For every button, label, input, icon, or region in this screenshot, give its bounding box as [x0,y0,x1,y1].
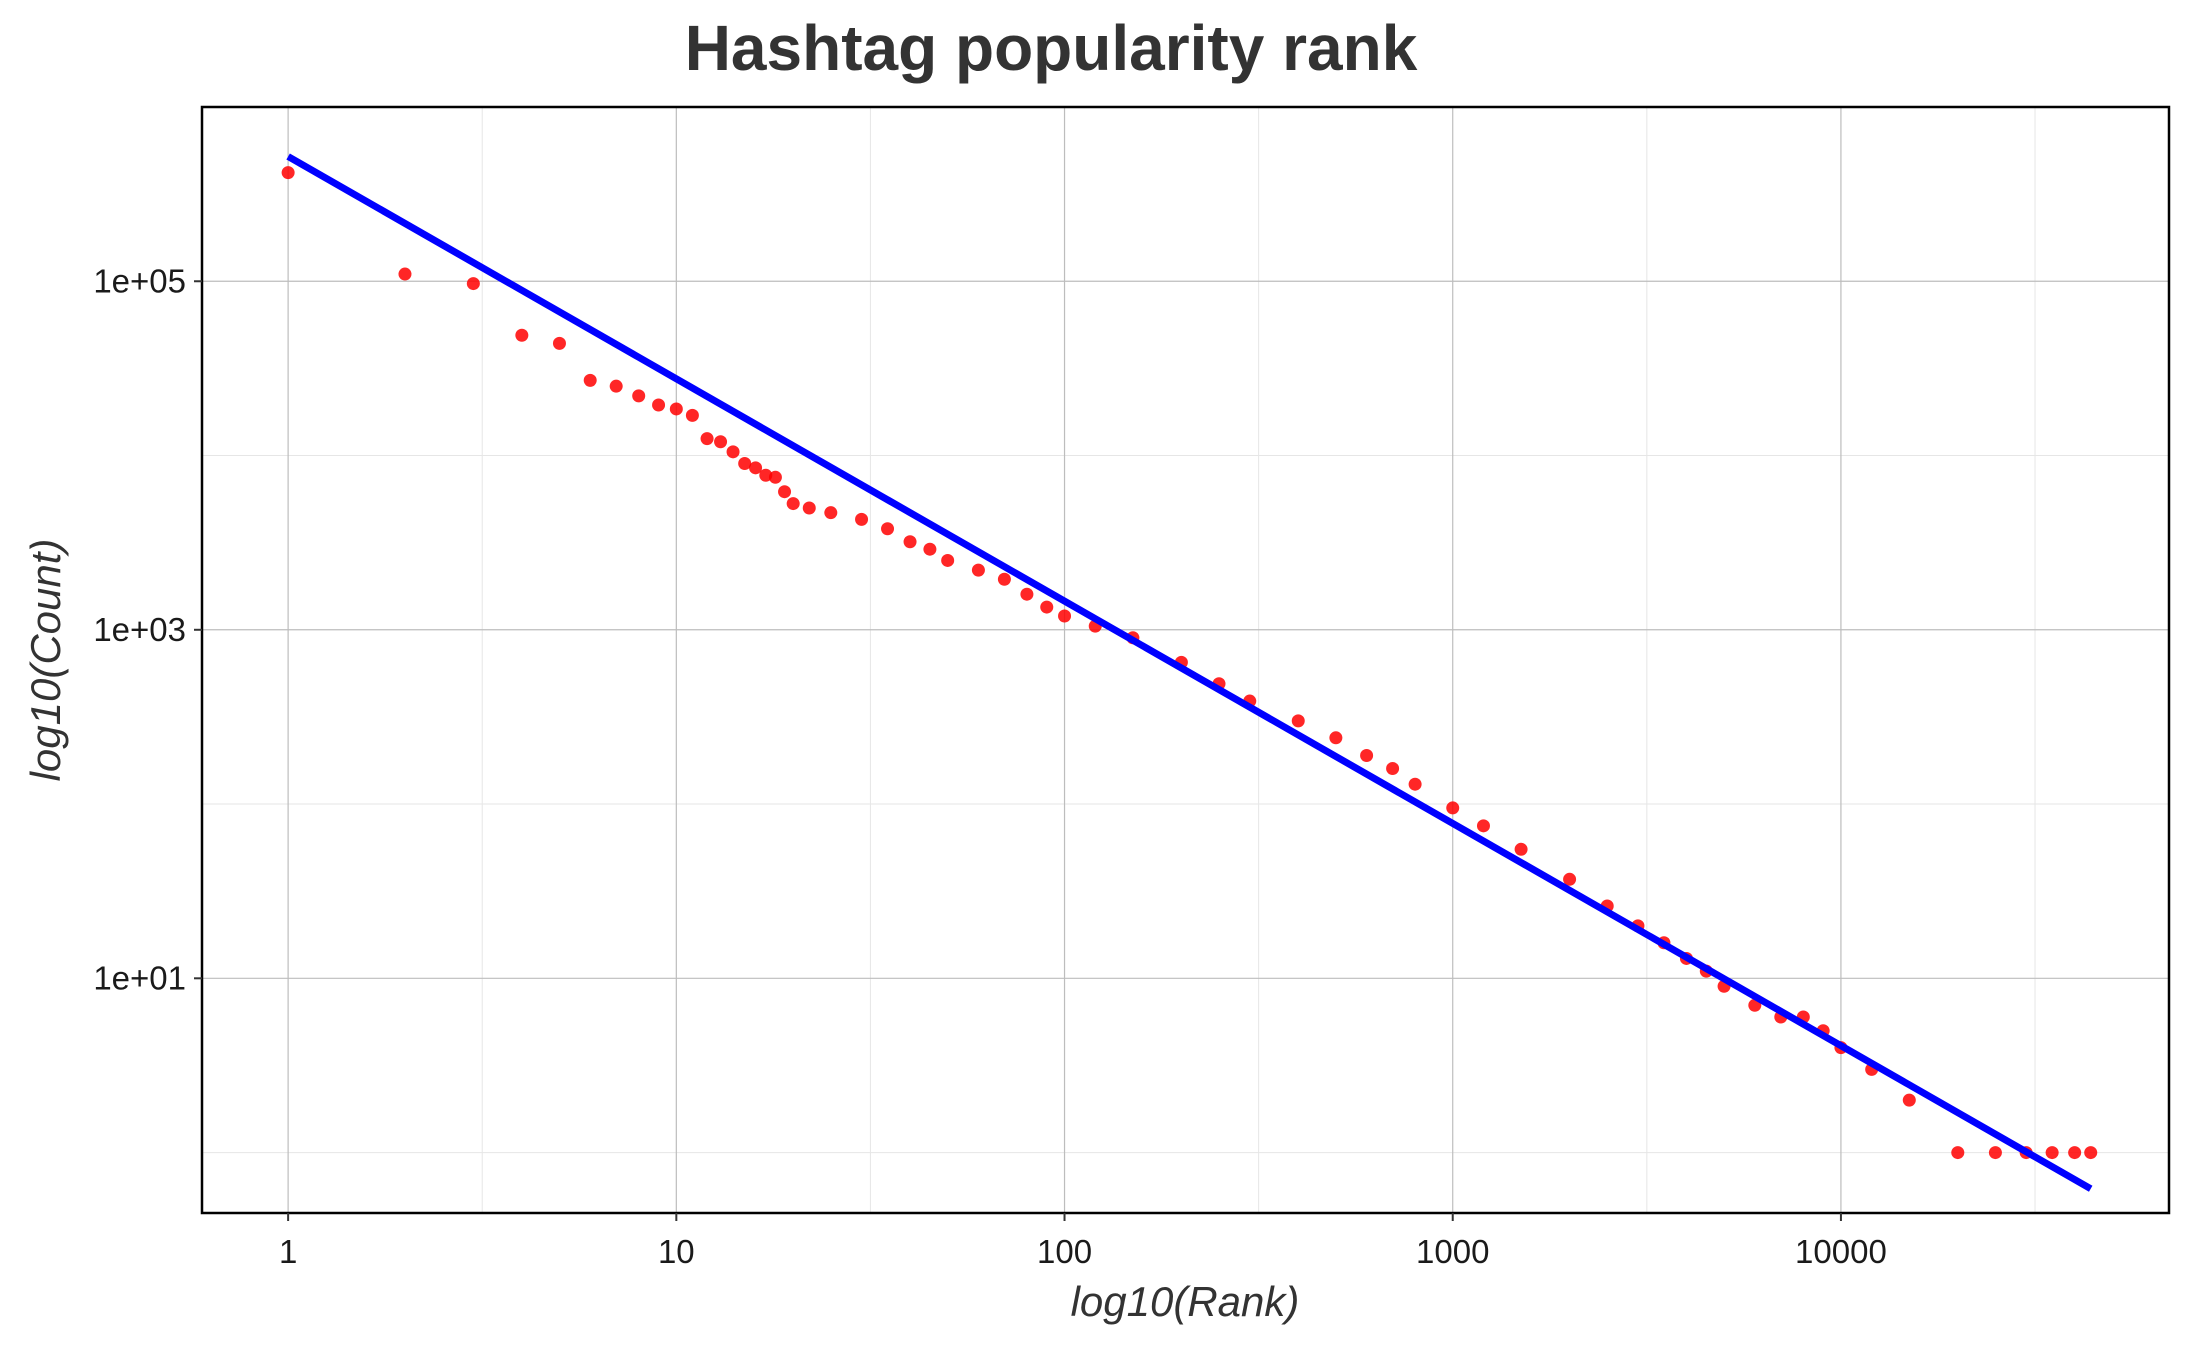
data-point [398,267,412,281]
data-point [552,336,566,350]
data-point [903,535,917,549]
data-point [1902,1093,1916,1107]
data-point [2045,1146,2059,1160]
x-tick-label: 10 [658,1233,695,1270]
data-point [1446,801,1460,815]
data-point [941,553,955,567]
data-point [923,542,937,556]
data-point [685,408,699,422]
data-point [2084,1146,2098,1160]
data-point [1360,748,1374,762]
x-tick-label: 100 [1037,1233,1092,1270]
data-point [632,389,646,403]
data-point [881,522,895,536]
x-tick-label: 1000 [1416,1233,1489,1270]
data-point [971,563,985,577]
fit-line [286,153,2093,1192]
x-tick-label: 10000 [1795,1233,1887,1270]
x-axis-ticks: 1 10 100 1000 10000 [279,1213,1887,1270]
data-point [1386,761,1400,775]
data-point [1514,842,1528,856]
data-point [802,501,816,515]
y-tick-label: 1e+03 [93,611,186,648]
data-point [726,445,740,459]
data-point [759,468,773,482]
data-point [1563,872,1577,886]
x-tick-label: 1 [279,1233,297,1270]
y-tick-label: 1e+01 [93,959,186,996]
data-point [1058,609,1072,623]
data-point [515,328,529,342]
data-point [738,456,752,470]
data-point [652,398,666,412]
grid-lines [202,106,2169,1213]
data-point [1040,600,1054,614]
data-point [855,512,869,526]
data-point [1988,1146,2002,1160]
plot-frame [200,105,2171,1215]
data-point [714,435,728,449]
data-point [583,373,597,387]
fit-line-group [286,153,2093,1192]
data-point [778,485,792,499]
data-point [2068,1146,2082,1160]
data-point [1951,1146,1965,1160]
data-points [281,166,2098,1160]
data-point [749,461,763,475]
y-axis-label: log10(Count) [22,539,69,782]
chart-title: Hashtag popularity rank [685,12,1418,84]
data-point [466,277,480,291]
data-point [609,379,623,393]
data-point [768,470,782,484]
data-point [281,166,295,180]
data-point [824,506,838,520]
data-point [1408,777,1422,791]
y-tick-label: 1e+05 [93,262,186,299]
data-point [1329,731,1343,745]
data-point [786,497,800,511]
x-axis-label: log10(Rank) [1071,1278,1300,1325]
data-point [669,402,683,416]
data-point [700,432,714,446]
data-point [1020,587,1034,601]
y-axis-ticks: 1e+01 1e+03 1e+05 [93,262,202,996]
data-point [1476,819,1490,833]
data-point [1291,714,1305,728]
data-point [997,572,1011,586]
